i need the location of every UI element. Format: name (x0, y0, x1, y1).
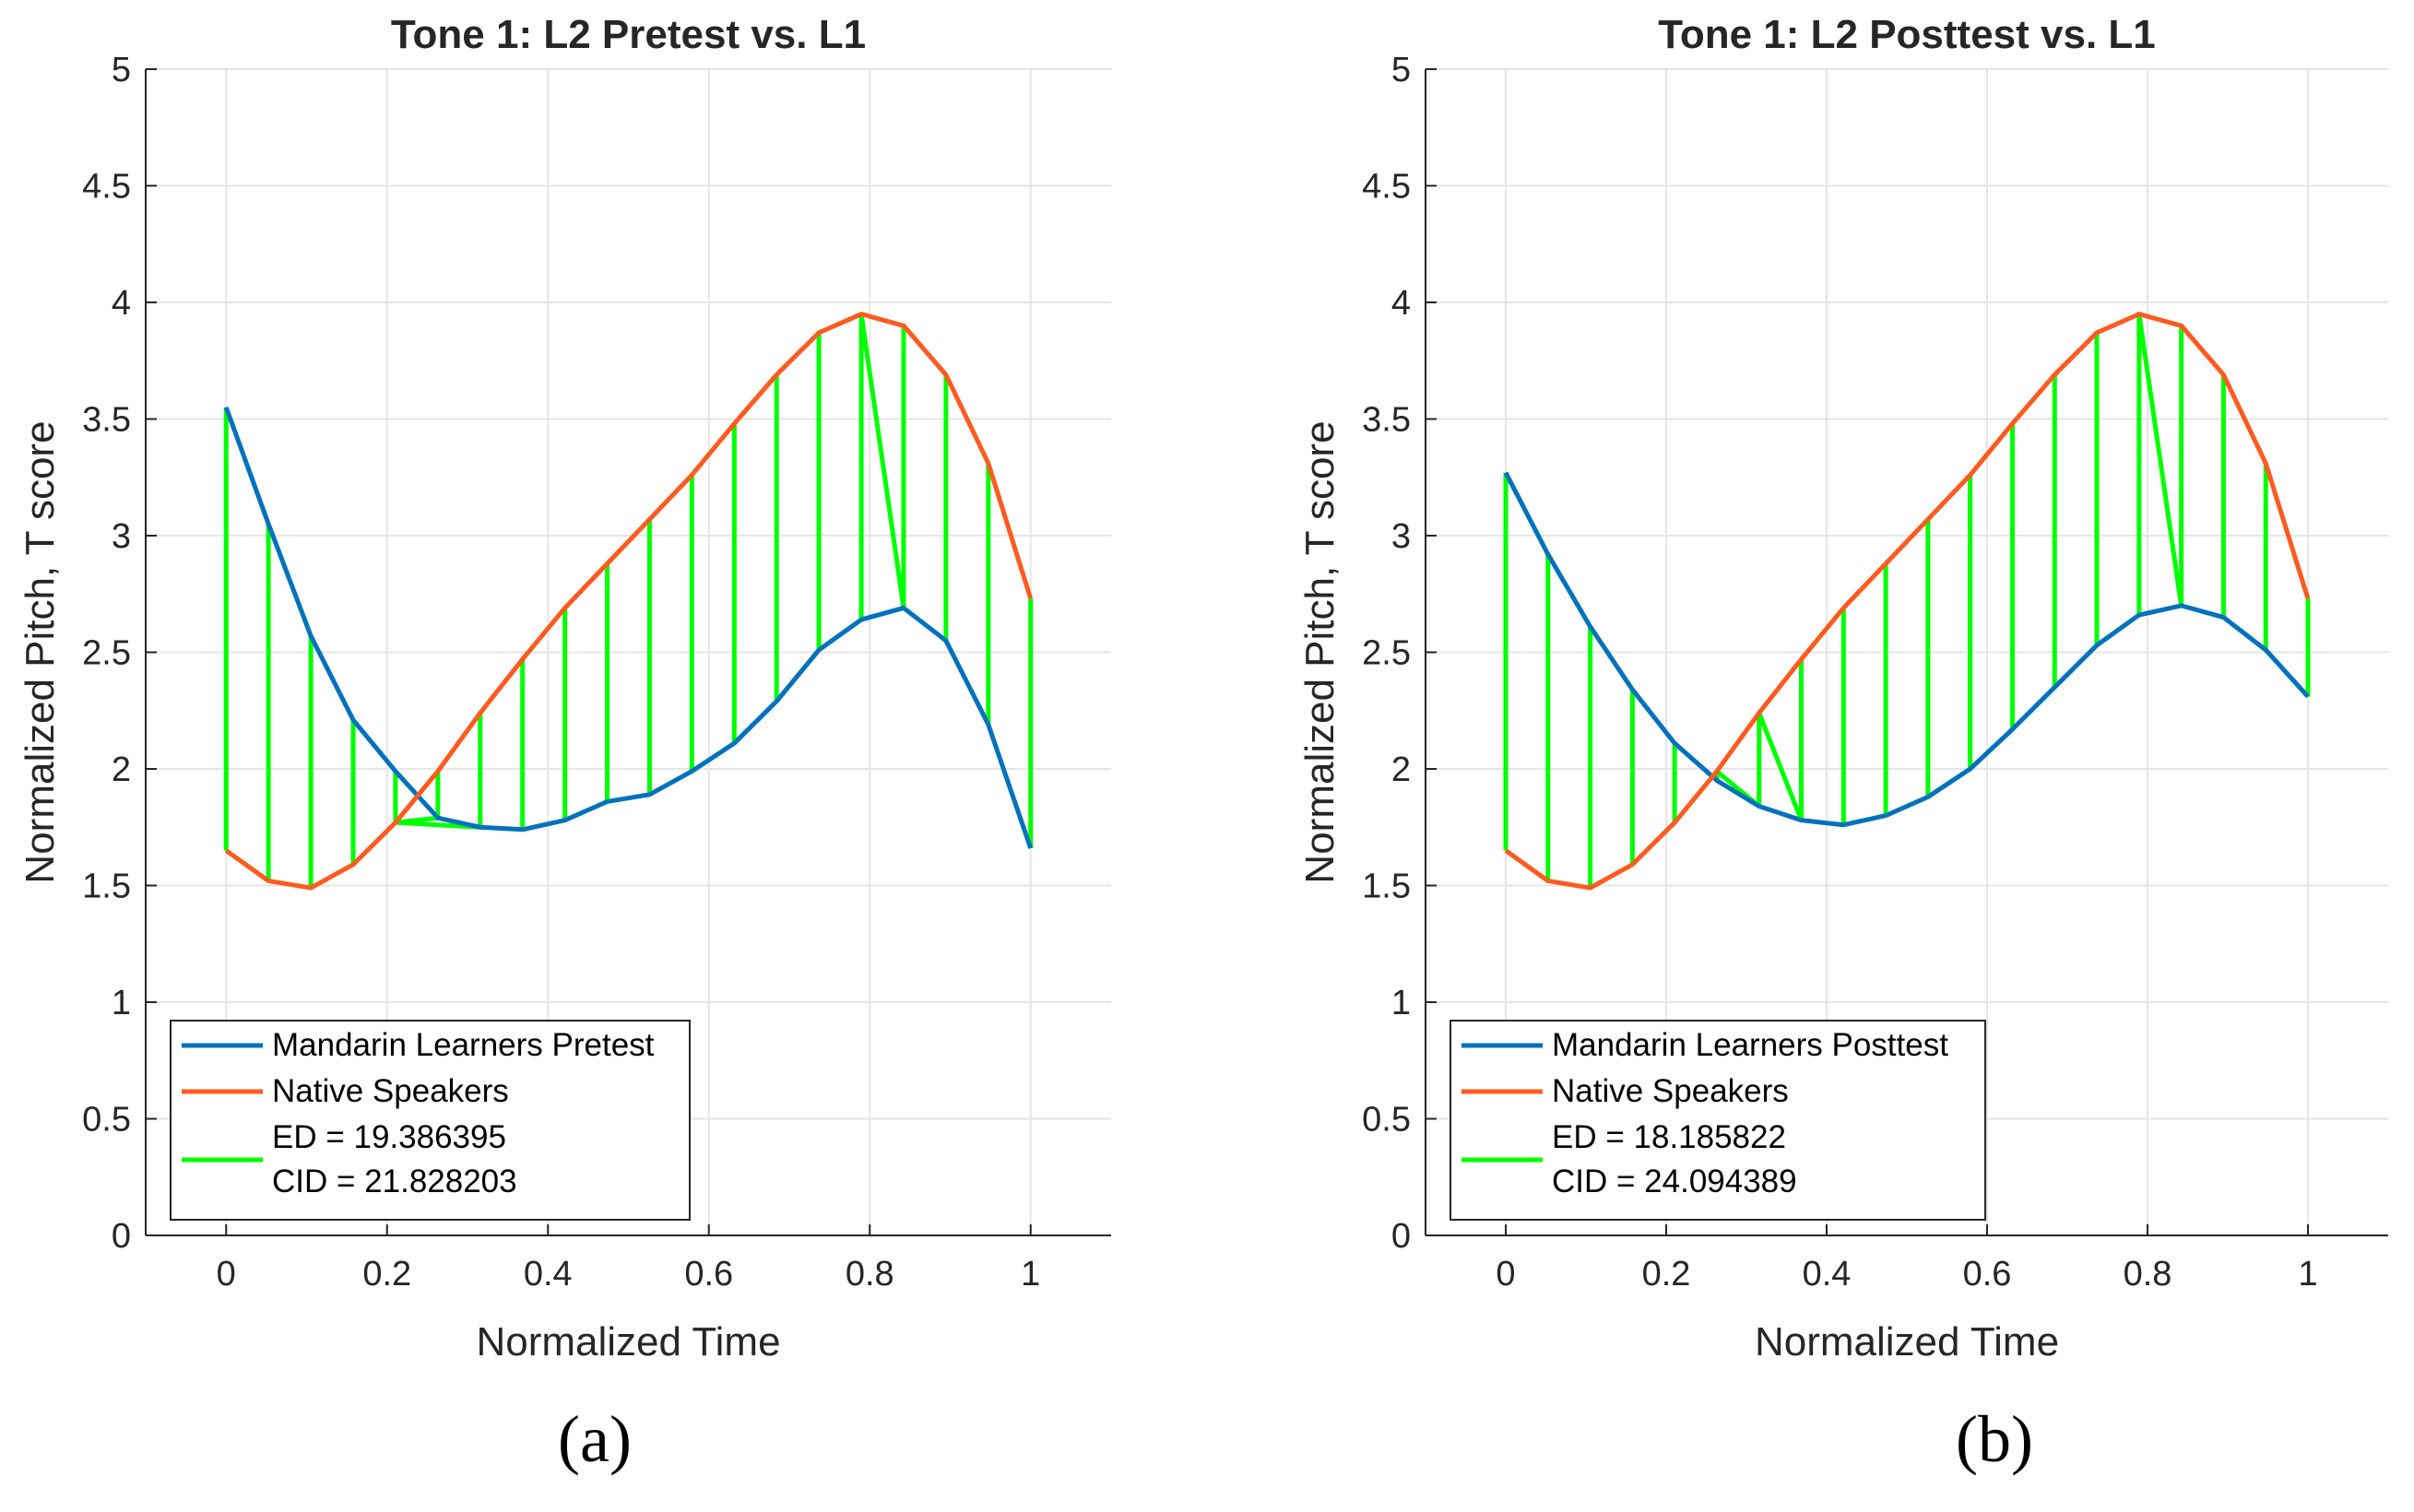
y-tick-label: 1 (112, 984, 131, 1022)
y-tick-label: 3.5 (1362, 401, 1411, 440)
chart-title: Tone 1: L2 Posttest vs. L1 (1658, 12, 2156, 57)
y-tick-label: 4.5 (1362, 168, 1411, 207)
y-tick-label: 0.5 (82, 1101, 131, 1140)
x-tick-label: 0 (1496, 1255, 1515, 1293)
match-line (2136, 313, 2184, 607)
y-tick-label: 3 (112, 517, 131, 556)
panel-label-b: (b) (1956, 1402, 2033, 1476)
x-tick-label: 0.4 (524, 1255, 573, 1293)
x-tick-label: 0.2 (1642, 1255, 1691, 1293)
x-axis-label: Normalized Time (1755, 1319, 2059, 1364)
match-line (1757, 712, 1804, 821)
y-tick-label: 2 (1391, 750, 1411, 789)
legend-entry: CID = 21.828203 (272, 1164, 517, 1199)
y-tick-label: 2.5 (82, 634, 131, 673)
y-tick-label: 3.5 (82, 401, 131, 440)
y-tick-label: 0 (112, 1217, 131, 1256)
y-axis-label: Normalized Pitch, T score (1297, 420, 1343, 883)
x-tick-label: 0.8 (846, 1255, 894, 1293)
native-series-line (224, 312, 1034, 891)
legend-entry: ED = 18.185822 (1552, 1119, 1786, 1155)
y-tick-label: 5 (1391, 51, 1411, 89)
panel-label-a: (a) (558, 1402, 632, 1476)
y-tick-label: 5 (112, 51, 131, 89)
legend-entry: Mandarin Learners Posttest (1552, 1027, 1948, 1063)
learner-series-line (223, 406, 1034, 849)
x-tick-label: 0.8 (2124, 1255, 2172, 1293)
y-axis-label: Normalized Pitch, T score (18, 420, 63, 883)
y-tick-label: 2 (112, 750, 131, 789)
y-tick-label: 1.5 (82, 868, 131, 906)
y-tick-label: 1 (1391, 984, 1411, 1022)
x-tick-label: 0 (217, 1255, 236, 1293)
y-tick-label: 4 (112, 284, 131, 323)
x-tick-label: 0.2 (362, 1255, 411, 1293)
legend-box (170, 1020, 691, 1221)
legend-entry: Native Speakers (272, 1073, 509, 1109)
legend-entry: ED = 19.386395 (272, 1119, 506, 1155)
learner-series-line (1503, 471, 2310, 828)
legend-entry: Mandarin Learners Pretest (272, 1027, 655, 1063)
legend-entry: CID = 24.094389 (1552, 1164, 1797, 1199)
y-tick-label: 0 (1391, 1217, 1411, 1256)
x-tick-label: 0.4 (1803, 1255, 1852, 1293)
y-tick-label: 1.5 (1362, 868, 1411, 906)
chart-a: 0 0.2 0.4 0.6 0.8 1 0 0.5 1 1.5 2 2.5 3 3.5 4 4.5 5 Tone … (18, 12, 1111, 1364)
y-tick-label: 4 (1391, 284, 1411, 323)
y-tick-label: 0.5 (1362, 1101, 1411, 1140)
x-tick-label: 1 (2298, 1255, 2317, 1293)
chart-title: Tone 1: L2 Pretest vs. L1 (391, 12, 866, 57)
match-line (858, 313, 906, 608)
legend-entry: Native Speakers (1552, 1073, 1789, 1109)
x-tick-label: 0.6 (1963, 1255, 2012, 1293)
y-tick-label: 3 (1391, 517, 1411, 556)
x-tick-label: 0.6 (684, 1255, 733, 1293)
x-tick-label: 1 (1021, 1255, 1040, 1293)
chart-b: 0 0.2 0.4 0.6 0.8 1 0 0.5 1 1.5 2 2.5 3 3.5 4 4.5 5 Tone … (1297, 12, 2388, 1364)
y-tick-label: 4.5 (82, 168, 131, 207)
y-tick-label: 2.5 (1362, 634, 1411, 673)
legend-box (1450, 1020, 1986, 1221)
native-series-line (1504, 312, 2311, 891)
x-axis-label: Normalized Time (476, 1319, 780, 1364)
